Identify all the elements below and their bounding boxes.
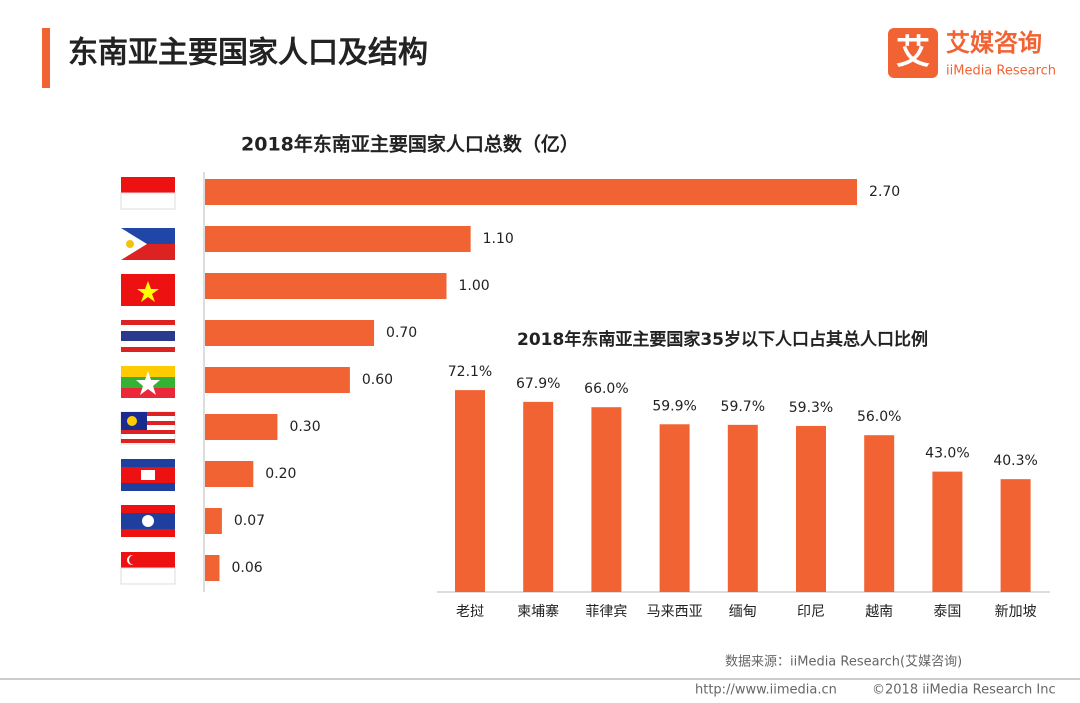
bar	[932, 471, 963, 592]
value-label: 1.10	[483, 231, 514, 247]
x-tick-label: 菲律宾	[585, 604, 627, 620]
logo-mark: 艾	[896, 33, 930, 73]
bar	[205, 414, 278, 440]
bar	[205, 555, 220, 581]
chart-title: 2018年东南亚主要国家35岁以下人口占其总人口比例	[517, 329, 928, 350]
page-title: 东南亚主要国家人口及结构	[68, 36, 428, 71]
value-label: 0.06	[231, 560, 262, 576]
bar	[205, 367, 350, 393]
x-tick-label: 柬埔寨	[517, 603, 559, 620]
bar	[523, 401, 554, 592]
logo-sub: iiMedia Research	[946, 64, 1056, 79]
value-label: 0.60	[362, 372, 393, 388]
x-tick-label: 马来西亚	[647, 604, 703, 620]
value-label: 43.0%	[925, 446, 969, 462]
value-label: 1.00	[459, 278, 490, 294]
bar	[796, 425, 826, 592]
bar	[205, 179, 858, 205]
x-tick-label: 越南	[865, 604, 893, 620]
value-label: 0.20	[265, 466, 296, 482]
bar	[864, 435, 895, 592]
x-tick-label: 老挝	[456, 604, 484, 620]
x-tick-label: 印尼	[797, 604, 825, 620]
bar	[205, 226, 471, 252]
bar	[591, 407, 622, 592]
value-label: 0.07	[234, 513, 265, 529]
bar	[1000, 479, 1031, 592]
bar	[205, 320, 375, 346]
value-label: 72.1%	[448, 364, 492, 380]
bar	[205, 461, 254, 487]
bar	[727, 424, 758, 592]
x-tick-label: 泰国	[933, 604, 961, 620]
value-label: 0.30	[289, 419, 320, 435]
value-label: 0.70	[386, 325, 417, 341]
value-label: 66.0%	[584, 381, 628, 397]
value-label: 56.0%	[857, 409, 901, 425]
footer-url: http://www.iimedia.cn	[695, 683, 837, 698]
source-note: 数据来源：iiMedia Research(艾媒咨询)	[725, 655, 962, 670]
flags	[120, 177, 176, 585]
accent-bar	[42, 28, 50, 88]
bar	[205, 508, 222, 534]
bar	[455, 390, 485, 592]
bar	[659, 424, 690, 592]
x-tick-label: 新加坡	[995, 604, 1037, 620]
value-label: 59.9%	[652, 398, 696, 414]
value-label: 2.70	[869, 184, 900, 200]
value-label: 59.3%	[789, 400, 833, 416]
value-label: 59.7%	[721, 399, 765, 415]
x-tick-label: 缅甸	[729, 604, 757, 620]
value-label: 67.9%	[516, 376, 560, 392]
logo-name: 艾媒咨询	[946, 29, 1042, 57]
logo-box	[888, 28, 938, 78]
chart-title: 2018年东南亚主要国家人口总数（亿）	[241, 133, 579, 156]
bar	[205, 273, 447, 299]
footer-copyright: ©2018 iiMedia Research Inc	[872, 683, 1056, 698]
value-label: 40.3%	[993, 453, 1037, 469]
